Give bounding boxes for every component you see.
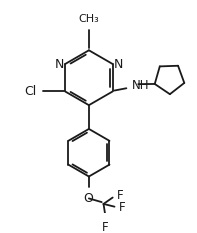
Text: CH₃: CH₃: [79, 14, 99, 24]
Text: Cl: Cl: [25, 85, 37, 98]
Text: O: O: [83, 192, 93, 205]
Text: F: F: [102, 221, 109, 233]
Text: F: F: [117, 189, 124, 202]
Text: N: N: [55, 58, 64, 71]
Text: F: F: [119, 201, 126, 214]
Text: N: N: [114, 58, 123, 71]
Text: NH: NH: [132, 79, 149, 93]
